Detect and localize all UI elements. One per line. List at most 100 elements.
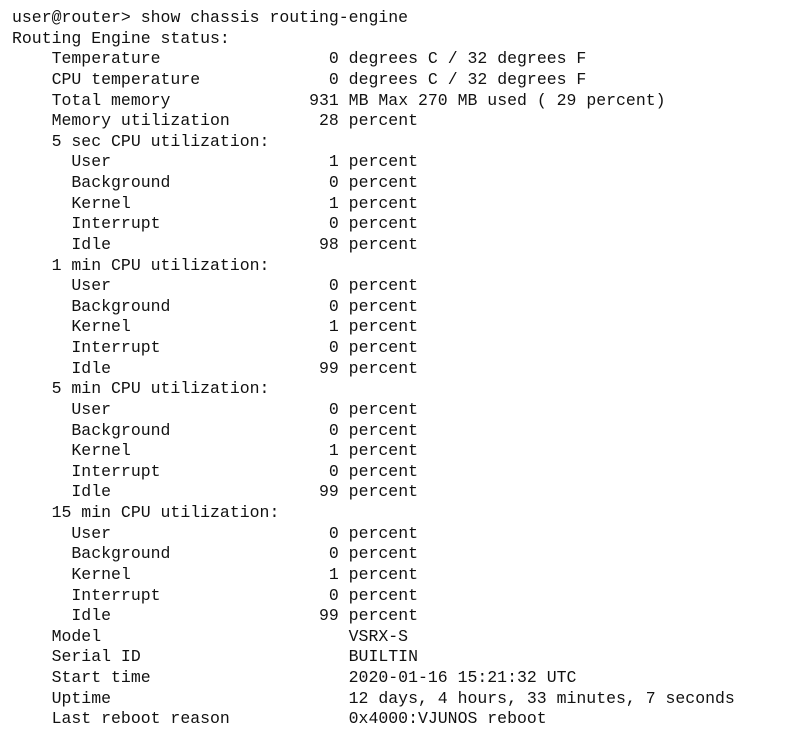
status-row: Background 0 percent: [12, 173, 792, 194]
status-row: 5 sec CPU utilization:: [12, 132, 792, 153]
status-row: Last reboot reason 0x4000:VJUNOS reboot: [12, 709, 792, 730]
row-number: 1: [309, 565, 339, 586]
row-label: 15 min CPU utilization:: [12, 503, 279, 524]
row-unit: percent: [339, 297, 418, 318]
row-value: 12 days, 4 hours, 33 minutes, 7 seconds: [349, 689, 735, 710]
row-number: 0: [309, 524, 339, 545]
status-row: Idle 99 percent: [12, 482, 792, 503]
row-label: Total memory: [12, 91, 309, 112]
status-header: Routing Engine status:: [12, 29, 792, 50]
row-number: 99: [309, 359, 339, 380]
row-unit: percent: [339, 421, 418, 442]
status-row: Model VSRX-S: [12, 627, 792, 648]
row-value: BUILTIN: [349, 647, 418, 668]
row-number: 0: [309, 544, 339, 565]
row-label: Interrupt: [12, 462, 309, 483]
status-row: Interrupt 0 percent: [12, 214, 792, 235]
row-label: Background: [12, 421, 309, 442]
status-row: CPU temperature 0 degrees C / 32 degrees…: [12, 70, 792, 91]
row-label: Idle: [12, 359, 309, 380]
status-row: Kernel 1 percent: [12, 565, 792, 586]
row-unit: percent: [339, 214, 418, 235]
row-label: Interrupt: [12, 586, 309, 607]
status-row: User 0 percent: [12, 524, 792, 545]
terminal-output: user@router> show chassis routing-engine…: [12, 8, 792, 730]
status-row: Idle 99 percent: [12, 606, 792, 627]
row-value: 0x4000:VJUNOS reboot: [349, 709, 547, 730]
row-label: User: [12, 152, 309, 173]
row-label: User: [12, 276, 309, 297]
status-row: Interrupt 0 percent: [12, 338, 792, 359]
status-row: 15 min CPU utilization:: [12, 503, 792, 524]
row-number: 98: [309, 235, 339, 256]
status-row: User 1 percent: [12, 152, 792, 173]
row-label: User: [12, 524, 309, 545]
prompt-space: [131, 8, 141, 29]
row-label: Last reboot reason: [12, 709, 349, 730]
status-row: Temperature 0 degrees C / 32 degrees F: [12, 49, 792, 70]
row-unit: percent: [339, 317, 418, 338]
row-unit: percent: [339, 111, 418, 132]
status-row: Kernel 1 percent: [12, 441, 792, 462]
row-unit: percent: [339, 276, 418, 297]
row-label: Uptime: [12, 689, 349, 710]
row-label: Kernel: [12, 194, 309, 215]
row-unit: percent: [339, 544, 418, 565]
row-label: Idle: [12, 606, 309, 627]
status-row: Background 0 percent: [12, 421, 792, 442]
row-label: 1 min CPU utilization:: [12, 256, 269, 277]
row-unit: percent: [339, 400, 418, 421]
row-label: Background: [12, 297, 309, 318]
row-label: Start time: [12, 668, 349, 689]
row-unit: percent: [339, 194, 418, 215]
row-number: 0: [309, 586, 339, 607]
row-label: Serial ID: [12, 647, 349, 668]
status-row: Interrupt 0 percent: [12, 586, 792, 607]
status-row: 5 min CPU utilization:: [12, 379, 792, 400]
row-label: User: [12, 400, 309, 421]
row-value: 2020-01-16 15:21:32 UTC: [349, 668, 577, 689]
row-unit: degrees C / 32 degrees F: [339, 70, 587, 91]
row-unit: percent: [339, 586, 418, 607]
row-number: 1: [309, 317, 339, 338]
row-label: Idle: [12, 482, 309, 503]
row-number: 0: [309, 338, 339, 359]
row-number: 1: [309, 152, 339, 173]
row-number: 0: [309, 49, 339, 70]
row-unit: percent: [339, 482, 418, 503]
prompt-command: show chassis routing-engine: [141, 8, 408, 29]
status-row: Serial ID BUILTIN: [12, 647, 792, 668]
row-label: Kernel: [12, 317, 309, 338]
status-row: Background 0 percent: [12, 297, 792, 318]
row-label: Kernel: [12, 565, 309, 586]
row-unit: percent: [339, 235, 418, 256]
row-unit: percent: [339, 462, 418, 483]
status-row: Kernel 1 percent: [12, 194, 792, 215]
row-number: 99: [309, 482, 339, 503]
row-number: 0: [309, 421, 339, 442]
status-row: User 0 percent: [12, 276, 792, 297]
row-label: Background: [12, 173, 309, 194]
row-value: VSRX-S: [349, 627, 408, 648]
row-number: 0: [309, 214, 339, 235]
status-row: Memory utilization 28 percent: [12, 111, 792, 132]
status-row: 1 min CPU utilization:: [12, 256, 792, 277]
row-unit: degrees C / 32 degrees F: [339, 49, 587, 70]
row-number: 0: [309, 70, 339, 91]
row-unit: percent: [339, 359, 418, 380]
status-row: Uptime 12 days, 4 hours, 33 minutes, 7 s…: [12, 689, 792, 710]
row-label: 5 min CPU utilization:: [12, 379, 269, 400]
row-unit: percent: [339, 441, 418, 462]
status-rows: Temperature 0 degrees C / 32 degrees F C…: [12, 49, 792, 730]
row-number: 99: [309, 606, 339, 627]
row-number: 0: [309, 276, 339, 297]
status-row: Idle 99 percent: [12, 359, 792, 380]
status-row: Idle 98 percent: [12, 235, 792, 256]
status-row: Background 0 percent: [12, 544, 792, 565]
row-number: 1: [309, 441, 339, 462]
row-number: 28: [309, 111, 339, 132]
row-label: Idle: [12, 235, 309, 256]
row-label: Model: [12, 627, 349, 648]
row-label: Interrupt: [12, 214, 309, 235]
status-row: Kernel 1 percent: [12, 317, 792, 338]
